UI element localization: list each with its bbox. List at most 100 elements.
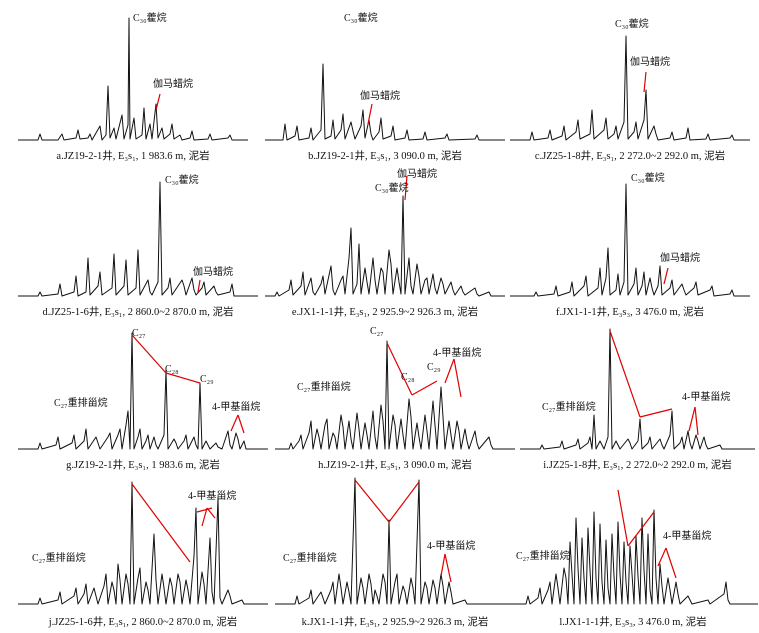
panel-i: C₂₇重排甾烷 4-甲基甾烷 i.JZ25-1-8井, E₃s₁, 2 272.… — [520, 325, 755, 475]
c28-label-h: C₂₈ — [401, 372, 415, 383]
trace-c — [510, 35, 750, 141]
chromatogram-g — [18, 332, 268, 450]
caption-d: d.JZ25-1-6井, E₃s₁, 2 860.0~2 870.0 m, 泥岩 — [42, 307, 234, 318]
hopane-label-d: C₃₀藿烷 — [165, 175, 199, 186]
chromatogram-f — [510, 183, 750, 297]
pointer-l-2 — [665, 547, 677, 579]
chromatogram-j — [18, 481, 268, 605]
pointer-i-2 — [694, 406, 699, 436]
pointer-a — [155, 93, 161, 111]
trace-e — [265, 195, 505, 297]
chromatogram-c — [510, 35, 750, 141]
pointer-i-1 — [688, 406, 696, 432]
caption-a: a.JZ19-2-1井, E₃s₁, 1 983.6 m, 泥岩 — [56, 151, 210, 162]
pointer-d — [197, 279, 201, 293]
trace-k — [275, 477, 515, 605]
steroid-connector-g-1 — [131, 334, 167, 374]
chromatogram-h — [275, 340, 515, 450]
chromatogram-l — [508, 489, 758, 605]
pointer-j-3 — [206, 507, 216, 519]
caption-g: g.JZ19-2-1井, E₃s₁, 1 983.6 m, 泥岩 — [66, 460, 220, 471]
trace-j — [18, 481, 268, 605]
c27-label-g: C₂₇ — [132, 328, 146, 339]
panel-b: C₃₀藿烷 伽马蜡烷 b.JZ19-2-1井, E₃s₁, 3 090.0 m,… — [265, 0, 505, 162]
pointer-c — [643, 71, 647, 93]
pointer-h-1 — [444, 358, 455, 384]
methylsterane-label-h: 4-甲基甾烷 — [433, 348, 482, 359]
chromatogram-i — [520, 328, 755, 450]
pointer-l-1 — [657, 547, 667, 567]
c27-label-h: C₂₇ — [370, 326, 384, 337]
gammacerane-label-a: 伽马蜡烷 — [153, 79, 193, 90]
pointer-j-2 — [201, 507, 208, 527]
steroid-connector-l-2 — [627, 511, 655, 547]
chromatogram-k — [275, 477, 515, 605]
pointer-k-1 — [440, 553, 446, 577]
steroid-connector-i-1 — [609, 330, 641, 418]
panel-e: C₃₀藿烷 伽马蜡烷 e.JX1-1-1井, E₃s₁, 2 925.9~2 9… — [265, 168, 505, 328]
methylsterane-label-g: 4-甲基甾烷 — [212, 402, 261, 413]
pointer-j-1 — [196, 507, 213, 513]
caption-l: l.JX1-1-1井, E₃s₃, 3 476.0 m, 泥岩 — [559, 617, 707, 628]
caption-h: h.JZ19-2-1井, E₃s₁, 3 090.0 m, 泥岩 — [318, 460, 472, 471]
steroid-connector-h-1 — [386, 342, 413, 396]
trace-d — [18, 181, 258, 297]
steroid-connector-k-2 — [388, 481, 420, 523]
gammacerane-label-f: 伽马蜡烷 — [660, 253, 700, 264]
diasterane-label-g: C₂₇重排甾烷 — [54, 398, 108, 409]
diasterane-label-k: C₂₇重排甾烷 — [283, 553, 337, 564]
hopane-label-f: C₃₀藿烷 — [631, 173, 665, 184]
c29-label-g: C₂₉ — [200, 374, 214, 385]
panel-f: C₃₀藿烷 伽马蜡烷 f.JX1-1-1井, E₃s₃, 3 476.0 m, … — [510, 168, 750, 328]
hopane-label-a: C₃₀藿烷 — [133, 13, 167, 24]
gammacerane-label-c: 伽马蜡烷 — [630, 57, 670, 68]
caption-e: e.JX1-1-1井, E₃s₁, 2 925.9~2 926.3 m, 泥岩 — [291, 307, 479, 318]
pointer-g-1 — [230, 414, 239, 432]
diasterane-label-i: C₂₇重排甾烷 — [542, 402, 596, 413]
panel-h: C₂₇ C₂₈ C₂₉ C₂₇重排甾烷 4-甲基甾烷 h.JZ19-2-1井, … — [275, 325, 515, 475]
trace-f — [510, 183, 750, 297]
trace-i — [520, 328, 755, 450]
panel-d: C₃₀藿烷 伽马蜡烷 d.JZ25-1-6井, E₃s₁, 2 860.0~2 … — [18, 168, 258, 328]
panel-a: C₃₀藿烷 伽马蜡烷 a.JZ19-2-1井, E₃s₁, 1 983.6 m,… — [18, 0, 248, 162]
trace-l — [508, 509, 758, 605]
trace-g — [18, 332, 268, 450]
pointer-e — [404, 175, 408, 201]
methylsterane-label-j: 4-甲基甾烷 — [188, 491, 237, 502]
gammacerane-label-b: 伽马蜡烷 — [360, 91, 400, 102]
c29-label-h: C₂₉ — [427, 362, 441, 373]
methylsterane-label-l: 4-甲基甾烷 — [663, 531, 712, 542]
caption-k: k.JX1-1-1井, E₃s₁, 2 925.9~2 926.3 m, 泥岩 — [301, 617, 489, 628]
diasterane-label-j: C₂₇重排甾烷 — [32, 553, 86, 564]
chromatogram-e — [265, 175, 505, 297]
trace-a — [18, 17, 248, 141]
steroid-connector-l-1 — [617, 489, 629, 547]
pointer-b — [367, 103, 373, 125]
methylsterane-label-k: 4-甲基甾烷 — [427, 541, 476, 552]
chromatogram-d — [18, 181, 258, 297]
caption-j: j.JZ25-1-6井, E₃s₁, 2 860.0~2 870.0 m, 泥岩 — [48, 617, 238, 628]
panel-l: C₂₇重排甾烷 4-甲基甾烷 l.JX1-1-1井, E₃s₃, 3 476.0… — [508, 478, 758, 633]
methylsterane-label-i: 4-甲基甾烷 — [682, 392, 731, 403]
c28-label-g: C₂₈ — [165, 364, 179, 375]
caption-b: b.JZ19-2-1井, E₃s₁, 3 090.0 m, 泥岩 — [308, 151, 462, 162]
diasterane-label-h: C₂₇重排甾烷 — [297, 382, 351, 393]
gammacerane-label-d: 伽马蜡烷 — [193, 267, 233, 278]
pointer-g-2 — [237, 414, 245, 434]
steroid-connector-i-2 — [639, 408, 673, 418]
caption-f: f.JX1-1-1井, E₃s₃, 3 476.0 m, 泥岩 — [556, 307, 704, 318]
steroid-connector-k-1 — [354, 479, 390, 523]
gammacerane-label-e: 伽马蜡烷 — [397, 169, 437, 180]
pointer-f — [663, 267, 669, 285]
diasterane-label-l: C₂₇重排甾烷 — [516, 551, 570, 562]
pointer-k-2 — [444, 553, 452, 583]
steroid-connector-h-2 — [411, 380, 438, 396]
chromatogram-a — [18, 17, 248, 141]
caption-c: c.JZ25-1-8井, E₃s₁, 2 272.0~2 292.0 m, 泥岩 — [534, 151, 726, 162]
pointer-h-2 — [453, 358, 462, 398]
hopane-label-e: C₃₀藿烷 — [375, 183, 409, 194]
hopane-label-c: C₃₀藿烷 — [615, 19, 649, 30]
steroid-connector-j-1 — [131, 483, 191, 563]
panel-c: C₃₀藿烷 伽马蜡烷 c.JZ25-1-8井, E₃s₁, 2 272.0~2 … — [510, 0, 750, 162]
caption-i: i.JZ25-1-8井, E₃s₁, 2 272.0~2 292.0 m, 泥岩 — [543, 460, 732, 471]
